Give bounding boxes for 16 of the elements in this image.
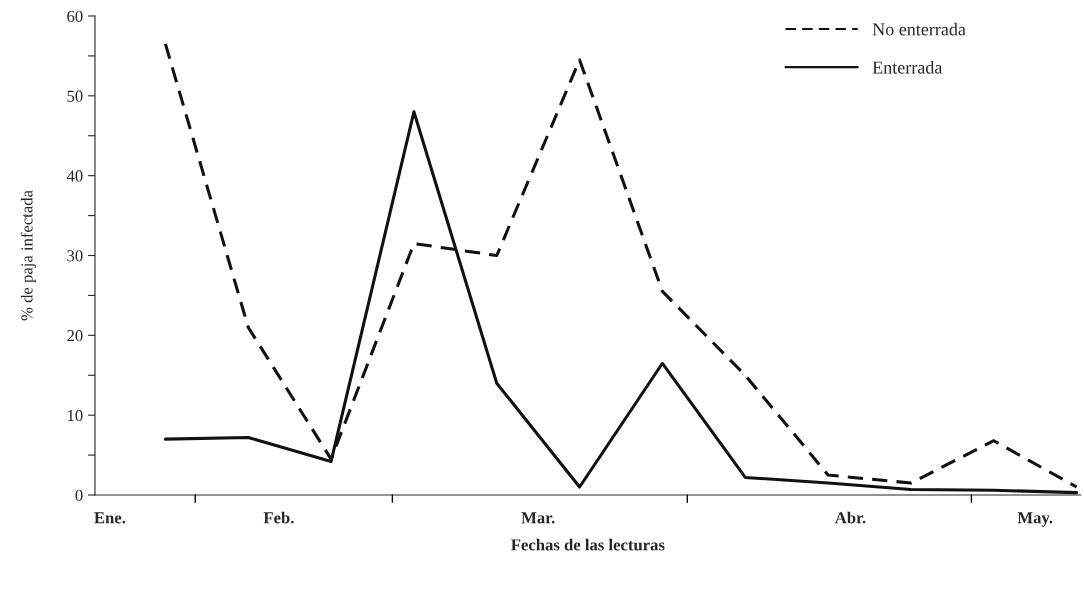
y-tick-label: 40: [66, 170, 83, 182]
y-axis-title: % de paja infectada: [20, 190, 36, 321]
y-tick-label: 20: [67, 330, 83, 342]
text: Abr.: [834, 511, 866, 524]
text: May.: [1017, 512, 1053, 527]
legend-label: No enterrada: [872, 22, 966, 36]
y-tick-label: 50: [67, 90, 83, 102]
y-tick-label: 0: [75, 489, 83, 501]
legend-label: Enterrada: [872, 60, 943, 74]
text: Ene.: [94, 512, 126, 524]
y-tick-label: 10: [67, 409, 83, 422]
y-tick-label: 30: [67, 250, 83, 262]
text: Feb.: [263, 511, 294, 524]
x-axis-title: Fechas de las lecturas: [511, 538, 665, 551]
text: Mar.: [521, 512, 555, 524]
y-tick-label: 60: [67, 10, 83, 22]
